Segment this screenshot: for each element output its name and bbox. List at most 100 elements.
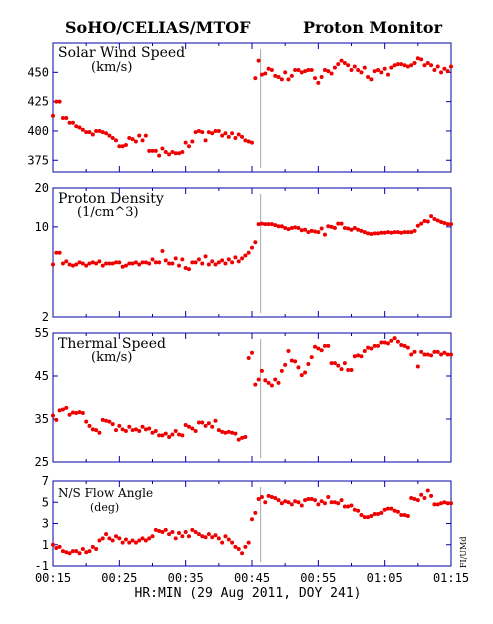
data-point [332, 361, 337, 366]
panel-ns-flow-angle: N/S Flow Angle (deg) -1 1 3 5 7 [35, 474, 453, 573]
data-point [107, 133, 112, 138]
data-point [110, 135, 115, 140]
data-point [372, 511, 377, 516]
data-point [250, 245, 254, 250]
data-point [319, 226, 324, 231]
data-point [429, 63, 434, 68]
data-point [279, 77, 284, 82]
data-point [412, 349, 417, 354]
data-point [299, 228, 304, 233]
data-point [213, 533, 218, 538]
data-point [186, 144, 191, 149]
data-point [153, 429, 158, 434]
data-point [389, 338, 394, 343]
data-point [80, 547, 85, 551]
data-point [385, 506, 390, 511]
data-point [299, 373, 304, 378]
data-point [180, 257, 185, 262]
x-tick-label: 00:15 [35, 571, 71, 585]
data-point [213, 262, 218, 267]
data-point [362, 65, 367, 70]
data-point [170, 150, 175, 155]
data-point [442, 221, 447, 226]
data-point [306, 67, 311, 72]
data-point [90, 132, 95, 137]
data-point [190, 139, 195, 144]
data-point [127, 135, 132, 140]
data-point [326, 494, 331, 499]
data-point [263, 500, 268, 505]
data-point [415, 223, 420, 228]
data-point [356, 508, 361, 513]
data-point [223, 430, 228, 435]
data-point [445, 69, 450, 74]
data-point [276, 498, 281, 503]
data-point [385, 341, 390, 346]
data-point [279, 224, 284, 229]
data-point [104, 532, 109, 537]
data-point [309, 497, 314, 502]
data-point [196, 128, 201, 133]
data-point [379, 70, 384, 75]
data-point [409, 230, 414, 235]
data-point [415, 56, 420, 61]
data-point [70, 549, 75, 554]
data-point [70, 410, 75, 415]
data-point [399, 513, 404, 517]
data-point [51, 542, 55, 547]
data-point [369, 77, 374, 82]
data-point [385, 72, 390, 77]
data-point [173, 256, 178, 261]
data-point [402, 230, 407, 235]
x-tick-label: 00:35 [168, 571, 204, 585]
data-point [379, 230, 384, 235]
data-point [402, 63, 407, 68]
data-point [293, 359, 298, 364]
data-point [316, 80, 321, 85]
data-point [326, 343, 331, 348]
data-point [316, 230, 321, 235]
data-point [203, 138, 208, 143]
data-point [313, 498, 318, 503]
data-point [64, 550, 69, 555]
data-point [369, 346, 374, 351]
data-point [263, 71, 268, 76]
data-point [445, 352, 450, 357]
data-point [273, 223, 278, 228]
data-point [329, 71, 334, 76]
data-point [399, 62, 404, 67]
data-point [303, 370, 308, 375]
data-point [429, 493, 434, 498]
data-point [200, 534, 205, 539]
header-right: Proton Monitor [303, 18, 443, 37]
data-point [296, 67, 301, 72]
data-point [180, 534, 185, 539]
data-point [389, 65, 394, 70]
data-point [173, 536, 178, 541]
data-point [100, 417, 105, 422]
data-point [366, 345, 371, 350]
data-point [114, 428, 119, 433]
data-point [130, 538, 135, 543]
data-point [379, 510, 384, 515]
data-point [449, 222, 453, 227]
data-point [339, 498, 344, 503]
data-point [150, 534, 155, 539]
data-point [419, 221, 424, 226]
data-point [322, 67, 327, 72]
data-point [283, 499, 288, 504]
data-point [57, 250, 62, 255]
data-point [425, 219, 430, 224]
data-point [64, 116, 69, 121]
data-point [332, 65, 337, 70]
data-point [87, 549, 92, 554]
data-point [133, 260, 138, 265]
data-point [306, 361, 311, 366]
data-point [57, 99, 62, 104]
data-point [54, 250, 59, 255]
data-point [97, 259, 102, 264]
data-point [170, 530, 175, 534]
data-point [160, 146, 165, 151]
data-point [94, 261, 99, 266]
